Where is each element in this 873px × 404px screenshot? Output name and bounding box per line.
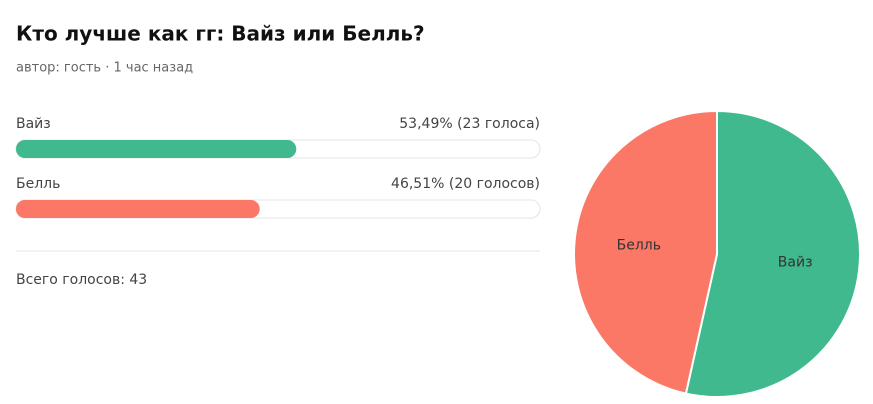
pie-label: Вайз: [778, 255, 813, 271]
bar: [16, 140, 297, 158]
poll-meta: автор: гость · 1 час назад: [16, 61, 193, 76]
poll-title: Кто лучше как гг: Вайз или Белль?: [16, 22, 425, 46]
option-result: 46,51% (20 голосов): [391, 176, 540, 192]
bar: [16, 200, 260, 218]
pie-slice: [573, 109, 718, 395]
total-votes: Всего голосов: 43: [16, 272, 147, 288]
pie-slice: [684, 109, 861, 398]
option-result: 53,49% (23 голоса): [399, 116, 540, 132]
pie-label: Белль: [617, 237, 661, 253]
option-label: Белль: [16, 176, 60, 192]
option-label: Вайз: [16, 116, 51, 132]
